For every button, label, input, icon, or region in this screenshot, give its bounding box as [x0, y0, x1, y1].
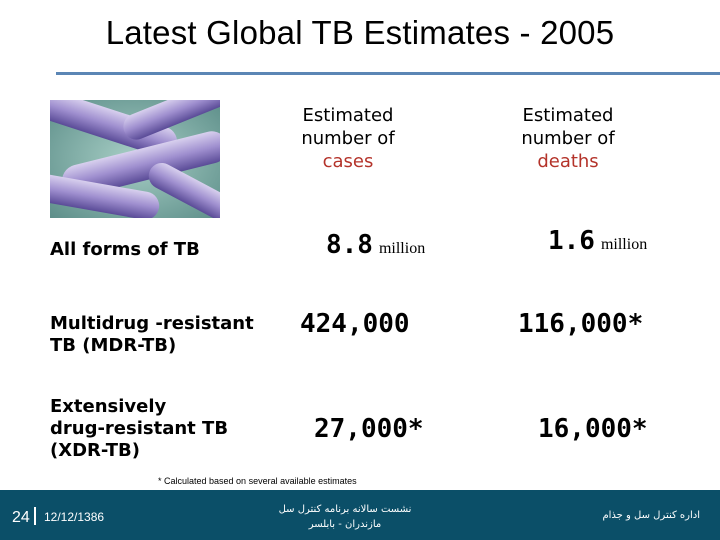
- footer-event-name: نشست سالانه برنامه کنترل سل مازندران - ب…: [260, 502, 430, 532]
- footer-date: 12/12/1386: [44, 510, 105, 524]
- bacteria-micrograph-image: [50, 100, 220, 218]
- footnote: * Calculated based on several available …: [158, 476, 357, 486]
- row-label-xdr-tb: Extensively drug-resistant TB (XDR-TB): [50, 396, 229, 461]
- deaths-value-xdr-tb: 16,000*: [538, 414, 648, 444]
- cases-unit-all-forms: million: [378, 240, 426, 257]
- slide-title: Latest Global TB Estimates - 2005: [105, 14, 615, 51]
- footer-bar: 24 12/12/1386 نشست سالانه برنامه کنترل س…: [0, 490, 720, 540]
- footer-organization: اداره کنترل سل و جذام: [602, 510, 700, 521]
- footer-event-line2: مازندران - بابلسر: [308, 519, 382, 530]
- row-label-all-forms: All forms of TB: [50, 239, 200, 260]
- deaths-value-all-forms: 1.6 million: [548, 226, 648, 256]
- deaths-column-header: Estimated number of deaths: [490, 104, 646, 173]
- deaths-value-mdr-tb: 116,000*: [518, 309, 644, 339]
- deaths-header-line1: Estimated: [522, 105, 614, 126]
- deaths-unit-all-forms: million: [600, 236, 648, 253]
- deaths-header-line3: deaths: [537, 151, 599, 172]
- page-number: 24: [12, 509, 30, 526]
- deaths-header-line2: number of: [521, 128, 615, 149]
- cases-value-xdr-tb: 27,000*: [314, 414, 424, 444]
- cases-value-all-forms: 8.8 million: [326, 230, 426, 260]
- cases-header-line1: Estimated: [302, 105, 394, 126]
- title-divider: [56, 72, 720, 75]
- cases-header-line2: number of: [301, 128, 395, 149]
- cases-column-header: Estimated number of cases: [270, 104, 426, 173]
- cases-value-mdr-tb: 424,000: [300, 309, 410, 339]
- cases-header-line3: cases: [322, 151, 374, 172]
- footer-event-line1: نشست سالانه برنامه کنترل سل: [278, 504, 412, 515]
- page-number-separator: [34, 507, 36, 525]
- row-label-mdr-tb: Multidrug -resistant TB (MDR-TB): [50, 313, 254, 356]
